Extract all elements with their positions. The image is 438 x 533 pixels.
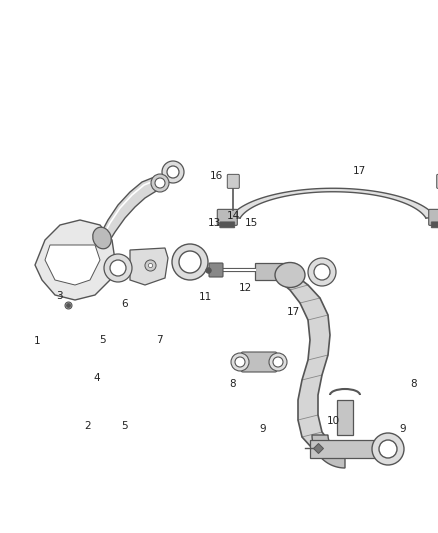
Text: 3: 3 — [56, 291, 63, 301]
Circle shape — [308, 258, 336, 286]
Polygon shape — [268, 268, 375, 458]
Circle shape — [162, 161, 184, 183]
Ellipse shape — [93, 227, 111, 249]
Circle shape — [269, 353, 287, 371]
Text: 11: 11 — [198, 293, 212, 302]
Circle shape — [151, 174, 169, 192]
Text: 17: 17 — [287, 307, 300, 317]
Text: 12: 12 — [239, 283, 252, 293]
Circle shape — [172, 244, 208, 280]
Circle shape — [179, 251, 201, 273]
Circle shape — [273, 357, 283, 367]
FancyBboxPatch shape — [217, 209, 237, 225]
Circle shape — [104, 254, 132, 282]
Circle shape — [379, 440, 397, 458]
Polygon shape — [337, 400, 353, 435]
Text: 15: 15 — [244, 218, 258, 228]
FancyBboxPatch shape — [209, 263, 223, 277]
Circle shape — [155, 178, 165, 188]
Text: 5: 5 — [99, 335, 106, 345]
FancyBboxPatch shape — [227, 174, 239, 188]
Text: 4: 4 — [93, 374, 100, 383]
Polygon shape — [35, 220, 115, 300]
Circle shape — [314, 264, 330, 280]
Text: 8: 8 — [229, 379, 236, 389]
Circle shape — [235, 357, 245, 367]
FancyBboxPatch shape — [241, 352, 277, 372]
Polygon shape — [312, 435, 345, 468]
Polygon shape — [310, 440, 380, 458]
Polygon shape — [100, 176, 158, 248]
Text: 8: 8 — [410, 379, 417, 389]
Text: 9: 9 — [259, 424, 266, 434]
Text: 5: 5 — [121, 422, 128, 431]
Text: 6: 6 — [121, 299, 128, 309]
Text: 14: 14 — [227, 211, 240, 221]
Circle shape — [110, 260, 126, 276]
Polygon shape — [230, 188, 436, 218]
Circle shape — [372, 433, 404, 465]
Text: 7: 7 — [156, 335, 163, 345]
Polygon shape — [255, 263, 295, 280]
Circle shape — [231, 353, 249, 371]
Text: 17: 17 — [353, 166, 366, 175]
Ellipse shape — [275, 262, 305, 287]
FancyBboxPatch shape — [220, 222, 235, 228]
Polygon shape — [130, 248, 168, 285]
Circle shape — [167, 166, 179, 178]
FancyBboxPatch shape — [437, 174, 438, 188]
Text: 13: 13 — [208, 218, 221, 228]
FancyBboxPatch shape — [429, 209, 438, 225]
Text: 1: 1 — [34, 336, 41, 346]
Text: 16: 16 — [210, 171, 223, 181]
Polygon shape — [45, 245, 100, 285]
FancyBboxPatch shape — [431, 222, 438, 228]
Text: 10: 10 — [326, 416, 339, 426]
Text: 2: 2 — [84, 422, 91, 431]
Text: 9: 9 — [399, 424, 406, 434]
